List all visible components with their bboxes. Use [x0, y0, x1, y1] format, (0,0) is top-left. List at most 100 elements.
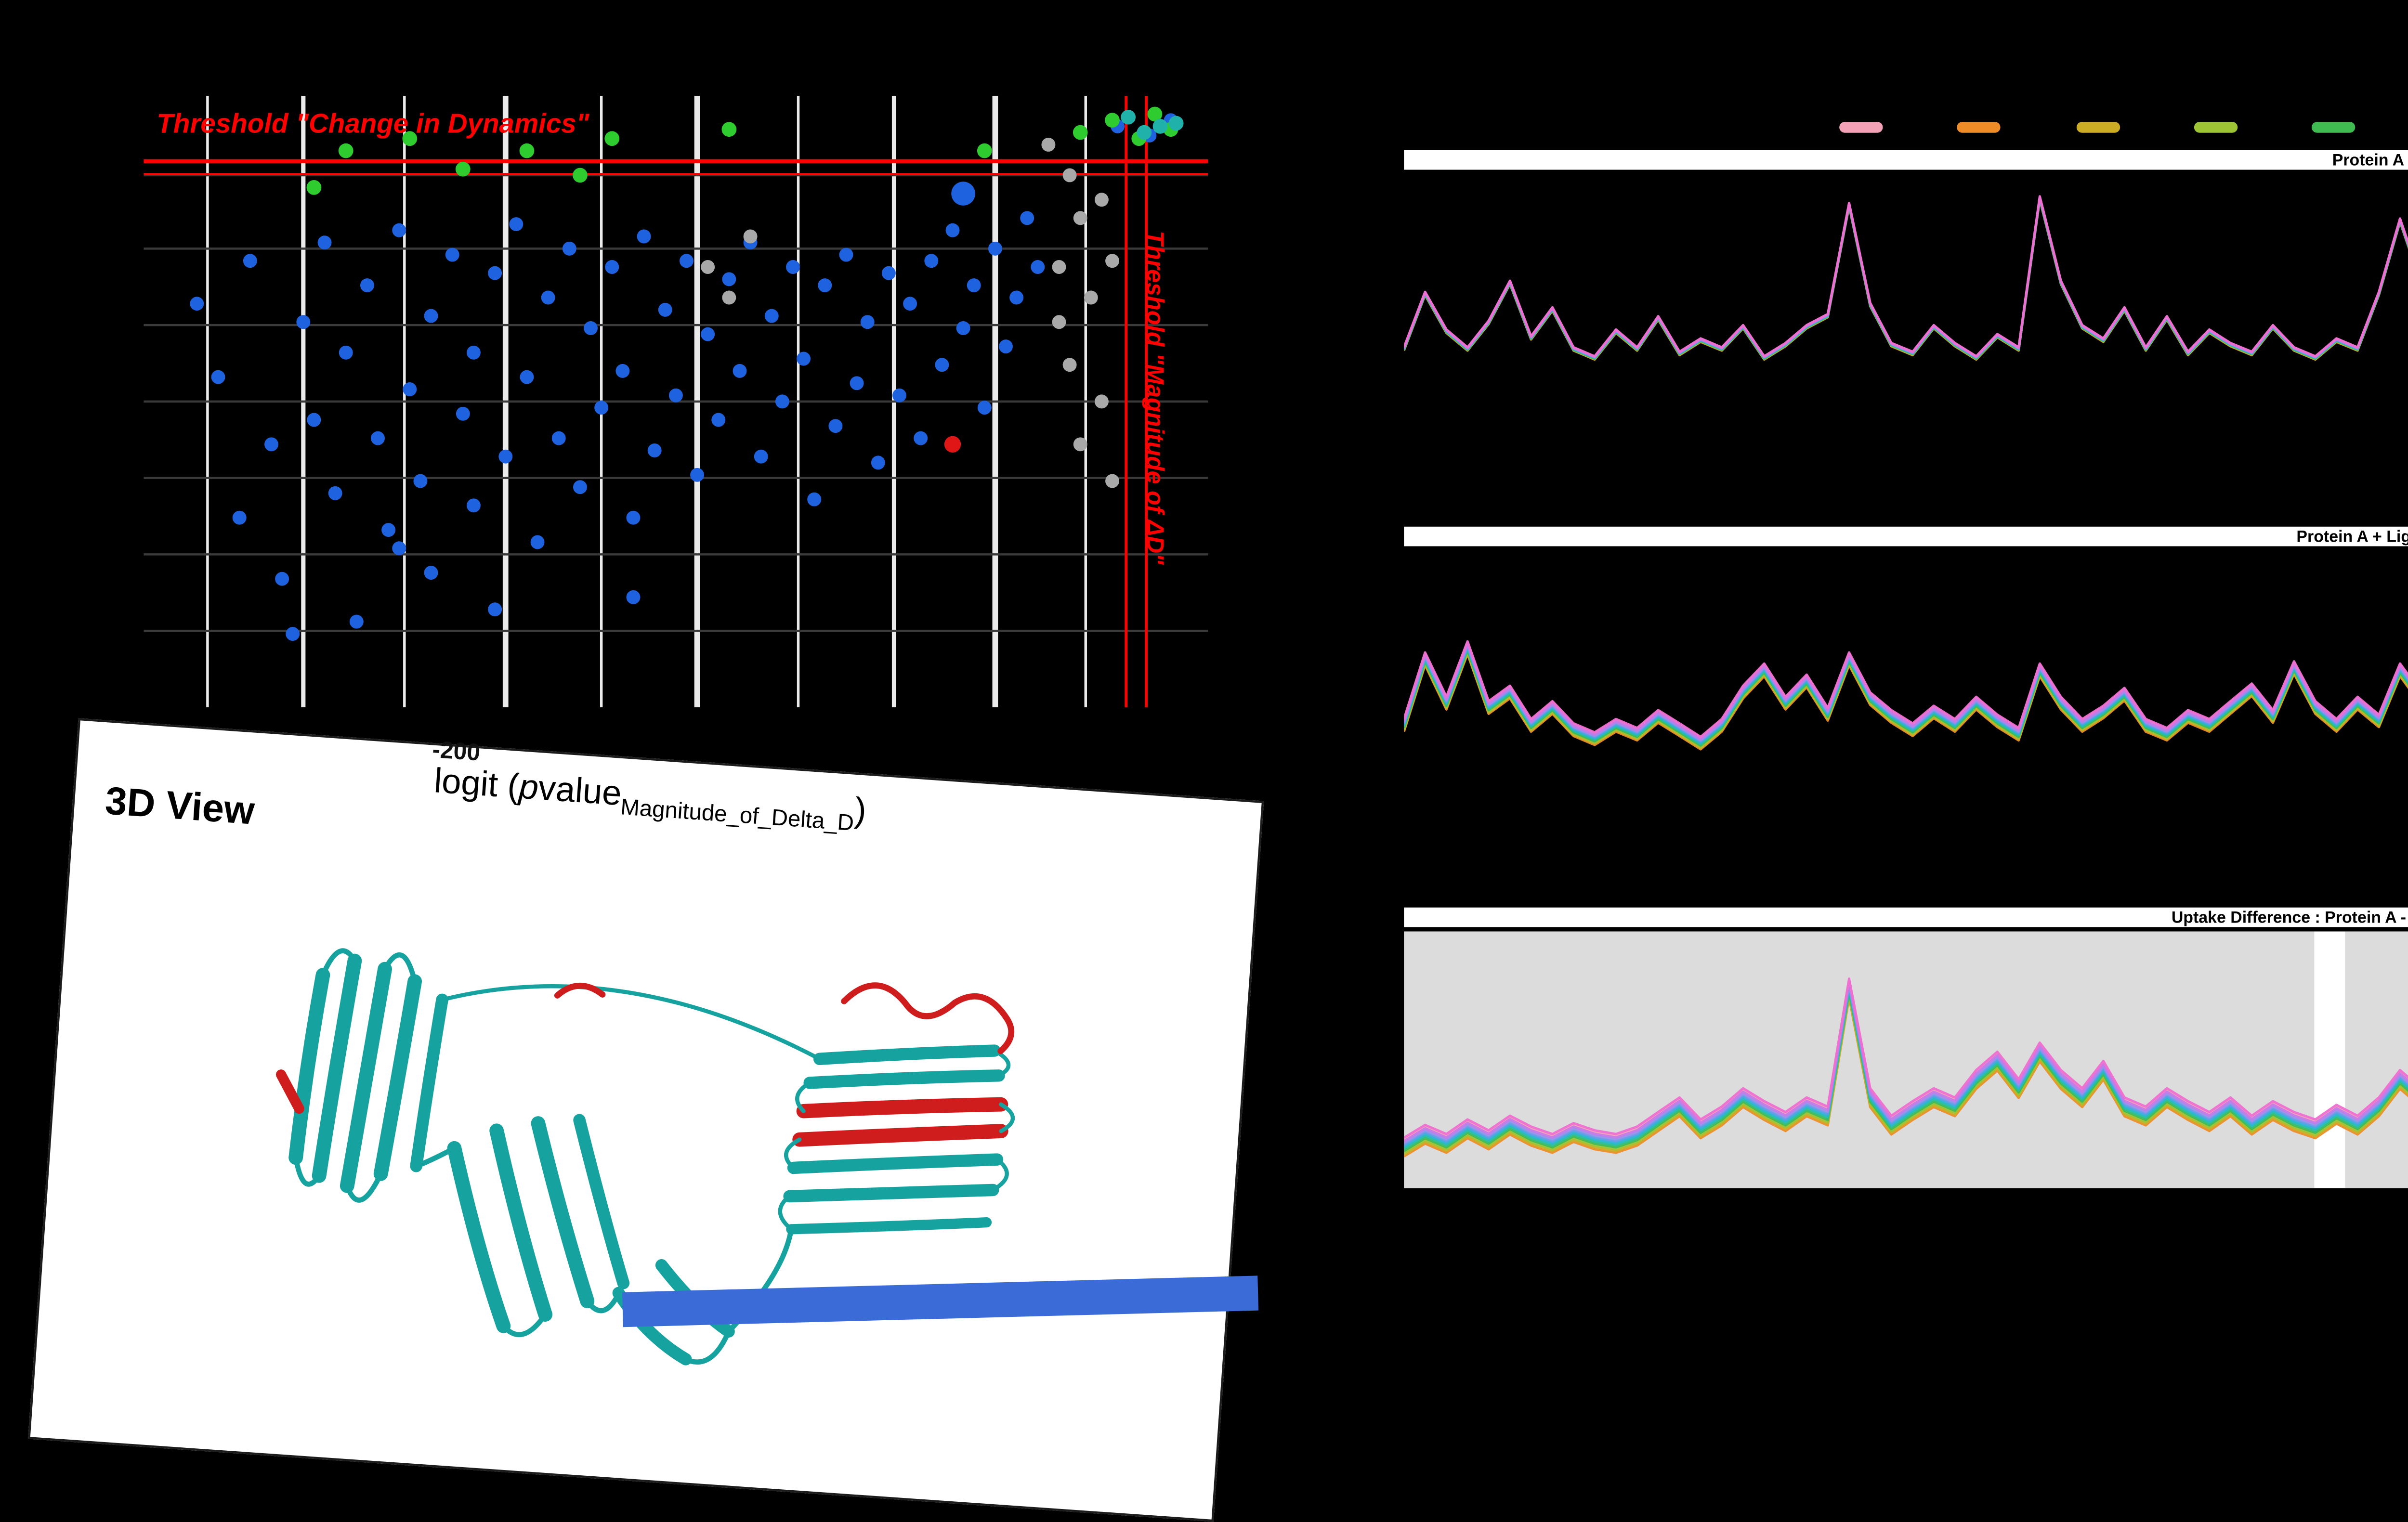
scatter-point[interactable] [604, 131, 620, 146]
scatter-point[interactable] [881, 266, 896, 280]
scatter-point[interactable] [455, 161, 471, 177]
scatter-point[interactable] [1062, 168, 1077, 182]
uptake-curve[interactable] [1404, 565, 2408, 741]
scatter-point[interactable] [690, 468, 705, 482]
scatter-point[interactable] [903, 297, 917, 311]
scatter-point[interactable] [392, 223, 406, 237]
scatter-point[interactable] [977, 143, 992, 158]
legend-dash[interactable] [2075, 122, 2120, 132]
legend-dash[interactable] [1957, 122, 2001, 132]
scatter-point[interactable] [743, 229, 758, 244]
scatter-point[interactable] [190, 297, 204, 311]
scatter-point[interactable] [775, 394, 789, 409]
scatter-point[interactable] [626, 510, 641, 525]
uptake-curve[interactable] [1404, 992, 2408, 1158]
scatter-point[interactable] [828, 419, 843, 433]
scatter-point[interactable] [977, 401, 992, 415]
scatter-point[interactable] [988, 241, 1002, 256]
scatter-point[interactable] [339, 345, 353, 360]
legend-dash[interactable] [2194, 122, 2238, 132]
scatter-point[interactable] [1137, 125, 1152, 140]
scatter-point[interactable] [967, 278, 981, 293]
scatter-point[interactable] [1020, 211, 1034, 225]
volcano-plot[interactable]: Threshold "Change in Dynamics" Threshold… [144, 95, 1208, 707]
scatter-point[interactable] [1073, 125, 1088, 140]
scatter-point[interactable] [924, 254, 939, 268]
scatter-point[interactable] [680, 254, 694, 268]
scatter-point[interactable] [754, 449, 768, 464]
scatter-point[interactable] [818, 278, 832, 293]
scatter-point[interactable] [999, 339, 1013, 354]
scatter-point[interactable] [466, 498, 481, 513]
3d-view-panel[interactable]: 3D View [28, 718, 1264, 1522]
scatter-point[interactable] [733, 364, 747, 378]
scatter-point[interactable] [488, 602, 502, 617]
scatter-point[interactable] [1105, 474, 1119, 488]
scatter-point[interactable] [1094, 394, 1109, 409]
scatter-point[interactable] [307, 413, 321, 427]
scatter-point[interactable] [807, 492, 822, 507]
uptake-curve[interactable] [1404, 198, 2408, 382]
uptake-curve[interactable] [1404, 996, 2408, 1161]
uptake-curve[interactable] [1404, 197, 2408, 368]
uptake-curve[interactable] [1404, 557, 2408, 738]
scatter-point[interactable] [594, 401, 609, 415]
uptake-curve[interactable] [1404, 981, 2408, 1144]
scatter-point[interactable] [914, 431, 928, 445]
scatter-point[interactable] [1168, 116, 1184, 131]
scatter-point[interactable] [573, 480, 587, 494]
uptake-curve[interactable] [1404, 195, 2408, 358]
scatter-point[interactable] [573, 168, 588, 183]
scatter-point[interactable] [1094, 193, 1109, 207]
scatter-point[interactable] [317, 235, 332, 250]
scatter-point[interactable] [584, 321, 598, 335]
uptake-curve[interactable] [1404, 983, 2408, 1146]
scatter-point[interactable] [871, 455, 885, 470]
scatter-point[interactable] [424, 566, 438, 580]
protein-structure[interactable] [102, 833, 1159, 1426]
scatter-point[interactable] [944, 436, 961, 453]
scatter-point[interactable] [722, 290, 736, 305]
scatter-point[interactable] [328, 486, 342, 500]
protein-a-ligand-uptake-chart[interactable] [1404, 548, 2408, 892]
scatter-point[interactable] [551, 431, 566, 445]
scatter-point[interactable] [413, 474, 428, 488]
scatter-point[interactable] [264, 437, 278, 452]
scatter-point[interactable] [647, 443, 662, 457]
uptake-curve[interactable] [1404, 985, 2408, 1148]
scatter-point[interactable] [392, 541, 406, 556]
uptake-difference-chart[interactable] [1404, 931, 2408, 1188]
scatter-point[interactable] [722, 272, 736, 286]
scatter-point[interactable] [530, 535, 545, 549]
scatter-point[interactable] [615, 364, 630, 378]
scatter-point[interactable] [605, 260, 619, 274]
scatter-point[interactable] [402, 131, 418, 146]
uptake-curve[interactable] [1404, 196, 2408, 359]
scatter-point[interactable] [562, 241, 576, 256]
scatter-point[interactable] [403, 382, 417, 396]
scatter-point[interactable] [701, 260, 715, 274]
scatter-point[interactable] [945, 223, 960, 237]
scatter-point[interactable] [1052, 260, 1066, 274]
scatter-point[interactable] [338, 143, 353, 158]
uptake-curve[interactable] [1404, 191, 2408, 358]
scatter-point[interactable] [1073, 437, 1087, 452]
scatter-point[interactable] [1031, 260, 1045, 274]
volcano-plot-canvas[interactable] [144, 95, 1208, 707]
uptake-curve[interactable] [1404, 196, 2408, 361]
scatter-point[interactable] [892, 388, 906, 403]
scatter-point[interactable] [721, 122, 737, 137]
uptake-curve[interactable] [1404, 977, 2408, 1140]
uptake-curve[interactable] [1404, 196, 2408, 359]
scatter-point[interactable] [306, 180, 322, 195]
scatter-point[interactable] [1152, 119, 1168, 134]
scatter-point[interactable] [956, 321, 970, 335]
scatter-point[interactable] [371, 431, 385, 445]
scatter-point[interactable] [860, 315, 875, 329]
scatter-point[interactable] [935, 358, 949, 372]
scatter-point[interactable] [1073, 211, 1087, 225]
uptake-curve[interactable] [1404, 987, 2408, 1151]
scatter-point[interactable] [658, 302, 672, 317]
scatter-point[interactable] [1147, 106, 1163, 122]
scatter-point[interactable] [488, 266, 502, 280]
